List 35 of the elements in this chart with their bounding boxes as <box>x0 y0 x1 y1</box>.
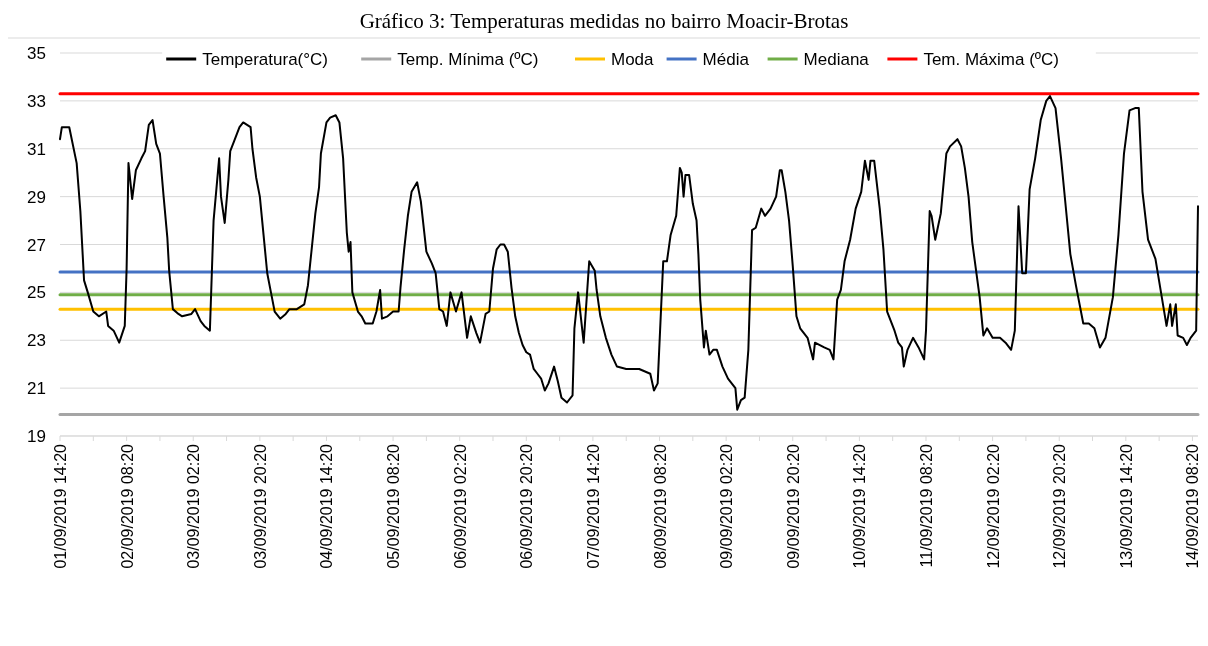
legend-label: Mediana <box>803 50 870 69</box>
y-tick-label: 27 <box>27 235 46 255</box>
x-tick-label: 03/09/2019 20:20 <box>251 443 269 569</box>
x-tick-label: 12/09/2019 02:20 <box>984 443 1002 569</box>
x-tick-label: 09/09/2019 20:20 <box>784 443 802 569</box>
chart-title: Gráfico 3: Temperaturas medidas no bairro Moacir-Brotas <box>359 9 849 33</box>
legend-label: Temperatura(°C) <box>202 50 329 69</box>
line-series <box>59 95 1199 411</box>
x-tick-label: 11/09/2019 08:20 <box>917 443 935 568</box>
legend-label: Temp. Mínima (ºC) <box>397 50 539 69</box>
y-tick-label: 33 <box>27 91 46 111</box>
x-tick-label: 01/09/2019 14:20 <box>52 443 69 569</box>
y-tick-label: 29 <box>27 187 46 207</box>
x-tick-label: 02/09/2019 08:20 <box>118 443 136 569</box>
x-tick-label: 05/09/2019 08:20 <box>385 443 403 569</box>
x-tick-label: 12/09/2019 20:20 <box>1051 443 1069 569</box>
x-tick-label: 07/09/2019 14:20 <box>584 443 602 569</box>
y-tick-label: 23 <box>27 331 46 351</box>
y-tick-label: 35 <box>27 44 46 63</box>
x-tick-label: 09/09/2019 02:20 <box>718 443 736 569</box>
x-tick-label: 03/09/2019 02:20 <box>185 443 203 569</box>
y-tick-label: 25 <box>27 283 46 303</box>
y-tick-label: 21 <box>27 379 46 399</box>
x-tick-label: 13/09/2019 14:20 <box>1117 443 1135 569</box>
legend-label: Tem. Máxima (ºC) <box>923 50 1060 69</box>
x-tick-label: 10/09/2019 14:20 <box>851 443 869 569</box>
y-tick-label: 19 <box>27 427 46 446</box>
x-tick-label: 08/09/2019 08:20 <box>651 443 669 569</box>
x-tick-label: 14/09/2019 08:20 <box>1184 443 1202 569</box>
legend-label: Média <box>702 50 750 69</box>
x-tick-label: 06/09/2019 02:20 <box>451 443 469 569</box>
x-tick-label: 06/09/2019 20:20 <box>518 443 536 569</box>
y-tick-label: 31 <box>27 139 46 159</box>
x-tick-label: 04/09/2019 14:20 <box>318 443 336 569</box>
legend-label: Moda <box>611 50 655 69</box>
